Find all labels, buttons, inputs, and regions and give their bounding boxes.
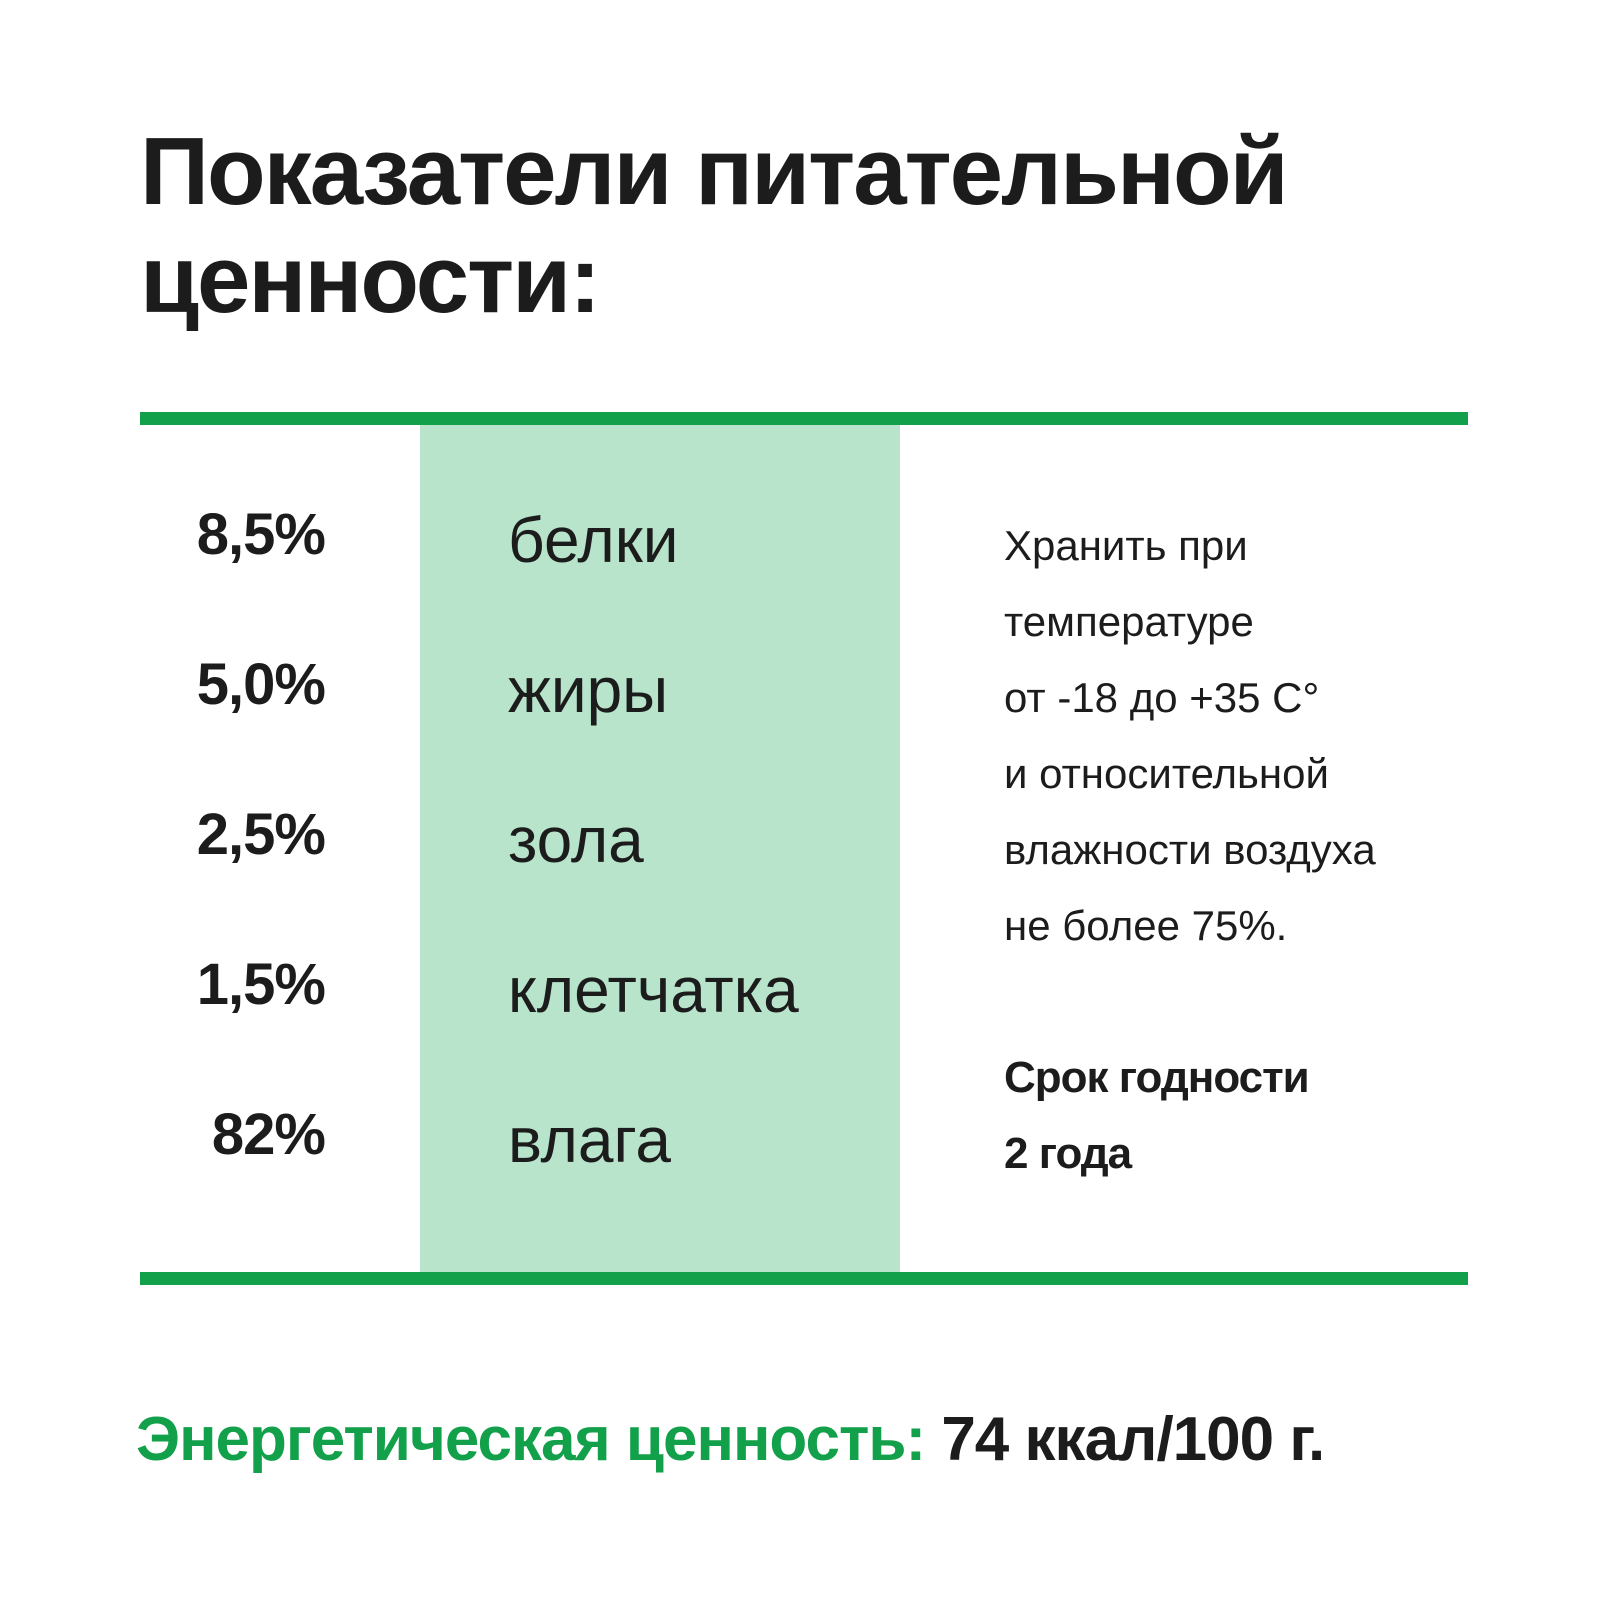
nutrient-name-column-highlight (420, 425, 900, 1272)
storage-line: не более 75%. (1004, 902, 1288, 949)
bottom-divider (140, 1272, 1468, 1285)
shelf-life-value: 2 года (1004, 1129, 1132, 1178)
storage-line: от -18 до +35 С° (1004, 674, 1320, 721)
shelf-life-label: Срок годности (1004, 1053, 1310, 1102)
nutrient-percent-moisture: 82% (211, 1102, 326, 1167)
page-title: Показатели питательной ценности: (140, 118, 1289, 333)
energy-label: Энергетическая ценность: (136, 1405, 926, 1474)
storage-conditions: Хранить при температуре от -18 до +35 С°… (1004, 508, 1474, 964)
storage-line: влажности воздуха (1004, 826, 1376, 873)
nutrient-name-ash: зола (508, 804, 644, 876)
energy-value-line: Энергетическая ценность: 74 ккал/100 г. (136, 1400, 1476, 1480)
nutrient-percent-fiber: 1,5% (196, 952, 326, 1017)
storage-line: и относительной (1004, 750, 1329, 797)
nutrient-name-fat: жиры (508, 654, 669, 726)
storage-line: Хранить при (1004, 522, 1248, 569)
nutrient-name-protein: белки (508, 504, 679, 576)
nutrient-percent-fat: 5,0% (196, 652, 326, 717)
nutrient-name-moisture: влага (508, 1104, 671, 1176)
nutrient-percent-ash: 2,5% (196, 802, 326, 867)
energy-amount: 74 ккал/100 г. (941, 1405, 1325, 1474)
storage-line: температуре (1004, 598, 1254, 645)
nutrient-name-fiber: клетчатка (508, 954, 799, 1026)
nutrient-percent-protein: 8,5% (196, 502, 326, 567)
top-divider (140, 412, 1468, 425)
shelf-life: Срок годности 2 года (1004, 1040, 1474, 1192)
